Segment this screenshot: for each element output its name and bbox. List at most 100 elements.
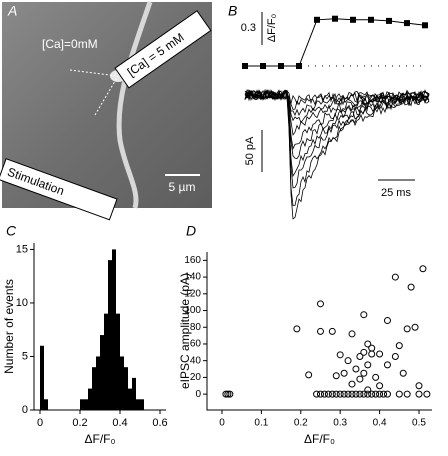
bar	[112, 249, 116, 410]
point	[332, 390, 340, 398]
point	[407, 283, 415, 291]
electrode-body	[0, 158, 118, 221]
point	[360, 369, 368, 377]
point	[386, 17, 392, 24]
x-axis-label: ΔF/F₀	[304, 432, 335, 446]
panel-label: B	[228, 3, 237, 19]
x-tick-label: 0	[219, 418, 225, 429]
axis	[206, 252, 432, 411]
point	[364, 386, 372, 394]
bar	[116, 313, 120, 410]
point	[364, 361, 372, 369]
point	[419, 265, 427, 273]
x-axis-label: ΔF/F₀	[85, 432, 116, 446]
y-tick-label: 5	[22, 350, 28, 362]
bar	[100, 335, 104, 410]
y-tick-label: 10	[16, 297, 28, 309]
y-tick-label: 80	[190, 322, 202, 333]
point	[360, 390, 368, 398]
point	[395, 390, 403, 398]
y-axis-label: eIPSC amplitude (pA)	[178, 273, 192, 389]
point	[352, 365, 360, 373]
bar	[44, 399, 48, 410]
y-tick-label: 120	[184, 288, 201, 299]
point	[368, 390, 376, 398]
panel-label: C	[6, 223, 17, 239]
point	[372, 373, 380, 381]
point	[376, 382, 384, 390]
point	[222, 390, 230, 398]
point	[336, 390, 344, 398]
panel-label: D	[186, 223, 196, 239]
x-tick-label: 0.2	[72, 417, 87, 429]
x-tick-label: 0.5	[412, 418, 426, 429]
y-axis-label: Number of events	[2, 279, 16, 374]
point	[328, 327, 336, 335]
point	[316, 390, 324, 398]
dendrite	[116, 1, 153, 209]
bar	[80, 399, 84, 410]
pipette-body	[114, 10, 212, 89]
y-tick-label: 60	[190, 339, 202, 350]
guide-line	[69, 69, 119, 77]
point	[356, 375, 364, 383]
bar	[88, 388, 92, 410]
x-tick-label: 0.6	[152, 417, 167, 429]
point	[242, 63, 248, 69]
point	[391, 352, 399, 360]
bar	[40, 345, 44, 410]
point	[403, 390, 411, 398]
y-tick-label: 100	[184, 305, 201, 316]
point	[296, 63, 302, 69]
bar	[108, 260, 112, 410]
point	[305, 371, 313, 379]
current-trace	[244, 89, 430, 189]
scale-label: 5 µm	[169, 180, 196, 194]
point	[340, 369, 348, 377]
x-tick-label: 0	[37, 417, 43, 429]
bar	[120, 356, 124, 410]
point	[336, 351, 344, 359]
point	[293, 325, 301, 333]
point	[356, 352, 364, 360]
current-trace	[244, 88, 430, 207]
point	[368, 16, 374, 23]
point	[314, 16, 320, 23]
point	[344, 390, 352, 398]
panel-a: A [Ca]=0mM [Ca] = 5 mM Stimulation 5 µm	[0, 1, 212, 221]
point	[344, 357, 352, 365]
point	[324, 390, 332, 398]
point	[403, 325, 411, 333]
panel-label: A	[7, 3, 17, 19]
bar	[124, 367, 128, 410]
point	[316, 300, 324, 308]
point	[368, 344, 376, 352]
bar	[96, 356, 100, 410]
point	[383, 361, 391, 369]
point	[372, 390, 380, 398]
x-tick-label: 0.2	[294, 418, 308, 429]
point	[415, 390, 423, 398]
point	[391, 273, 399, 281]
bar	[104, 313, 108, 410]
point	[395, 342, 403, 350]
point	[313, 390, 321, 398]
point	[404, 20, 410, 27]
point	[368, 350, 376, 358]
point	[340, 390, 348, 398]
point	[348, 390, 356, 398]
bar	[84, 399, 88, 410]
point	[356, 390, 364, 398]
y-tick-label: 15	[16, 243, 28, 255]
current-trace	[244, 89, 430, 220]
bar	[136, 399, 140, 410]
point	[348, 380, 356, 388]
ca-label: [Ca]=0mM	[42, 37, 98, 51]
y-tick-label: 160	[184, 255, 201, 266]
point	[332, 15, 338, 22]
point	[383, 390, 391, 398]
point	[399, 369, 407, 377]
point	[411, 323, 419, 331]
point	[376, 350, 384, 358]
